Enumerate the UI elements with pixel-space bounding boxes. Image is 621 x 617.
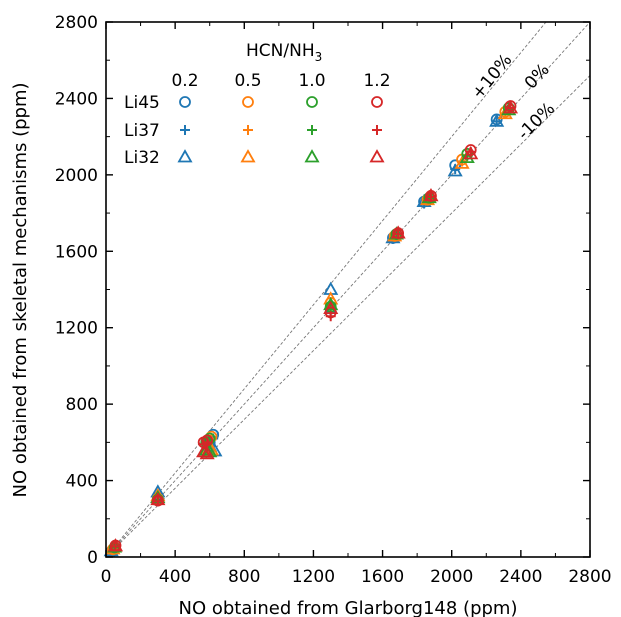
legend-ratio-label: 0.2	[171, 71, 198, 91]
legend-marker-triangle	[240, 149, 256, 163]
data-point-li32-triangle	[196, 444, 212, 458]
legend-title: HCN/NH3	[246, 41, 322, 64]
data-point-li32-triangle	[199, 446, 215, 460]
legend-marker-triangle	[369, 149, 385, 163]
x-tick-label: 0	[101, 567, 112, 587]
data-point-li32-triangle	[502, 100, 519, 114]
reference-line-label: 0%	[521, 60, 554, 93]
data-point-li32-triangle	[463, 146, 479, 160]
legend-ratio-label: 1.0	[298, 71, 325, 91]
legend-marker-circle	[371, 96, 383, 108]
reference-line-label: -10%	[514, 99, 559, 144]
legend-marker-plus	[243, 125, 253, 135]
data-point-li32-triangle	[390, 225, 406, 239]
x-axis-title: NO obtained from Glarborg148 (ppm)	[179, 598, 518, 617]
legend-marker-circle	[306, 96, 318, 108]
data-point-li32-triangle	[423, 188, 439, 202]
data-point-li32-triangle	[447, 163, 463, 177]
y-tick-label: 2000	[55, 166, 98, 186]
y-tick-label: 1200	[55, 319, 98, 339]
reference-line	[105, 21, 547, 558]
y-tick-label: 2800	[55, 13, 98, 33]
data-points	[103, 100, 519, 558]
x-tick-label: 2400	[499, 567, 542, 587]
legend-mechanism-label: Li32	[124, 148, 160, 168]
axis-ticks: 00 400 400 800 800 1200 1200 1600 1600 2000 2000 24…	[55, 13, 612, 587]
x-tick-label: 2800	[568, 567, 611, 587]
legend-marker-plus	[372, 125, 382, 135]
legend-title-subscript: 3	[315, 50, 323, 64]
legend-marker-circle	[179, 96, 191, 108]
legend-marker-triangle	[177, 149, 193, 163]
legend: HCN/NH3 0.2 0.5 1.0 1.2 Li45 Li37 Li32	[124, 41, 391, 168]
reference-line	[105, 21, 591, 558]
y-tick-label: 1600	[55, 242, 98, 262]
legend-marker-triangle	[304, 149, 320, 163]
legend-marker-plus	[307, 125, 317, 135]
legend-mechanism-label: Li45	[124, 93, 160, 113]
data-point-li37-plus	[202, 437, 213, 448]
data-point-li32-triangle	[323, 296, 339, 311]
y-tick-label: 0	[87, 548, 98, 568]
y-tick-label: 800	[66, 395, 98, 415]
y-tick-label: 2400	[55, 89, 98, 109]
reference-lines: +10% 0% -10%	[105, 21, 591, 558]
reference-line	[105, 75, 591, 558]
x-tick-label: 1600	[361, 567, 404, 587]
data-point-li32-triangle	[107, 538, 124, 552]
data-point-li32-triangle	[323, 300, 339, 315]
y-tick-label: 400	[66, 472, 98, 492]
x-tick-label: 2000	[430, 567, 473, 587]
legend-mechanism-label: Li37	[124, 121, 160, 141]
y-axis-title: NO obtained from skeletal mechanisms (pp…	[10, 82, 31, 497]
legend-ratio-label: 0.5	[234, 71, 261, 91]
legend-marker-plus	[180, 125, 190, 135]
reference-line-label: +10%	[468, 50, 516, 103]
legend-title-main: HCN/NH	[246, 41, 315, 61]
legend-marker-circle	[242, 96, 254, 108]
x-tick-label: 800	[228, 567, 260, 587]
x-tick-label: 1200	[292, 567, 335, 587]
data-point-li32-triangle	[489, 113, 505, 127]
data-point-li32-triangle	[150, 491, 166, 506]
legend-ratio-label: 1.2	[363, 71, 390, 91]
legend-items: 0.2 0.5 1.0 1.2 Li45 Li37 Li32	[124, 71, 391, 168]
x-tick-label: 400	[159, 567, 191, 587]
